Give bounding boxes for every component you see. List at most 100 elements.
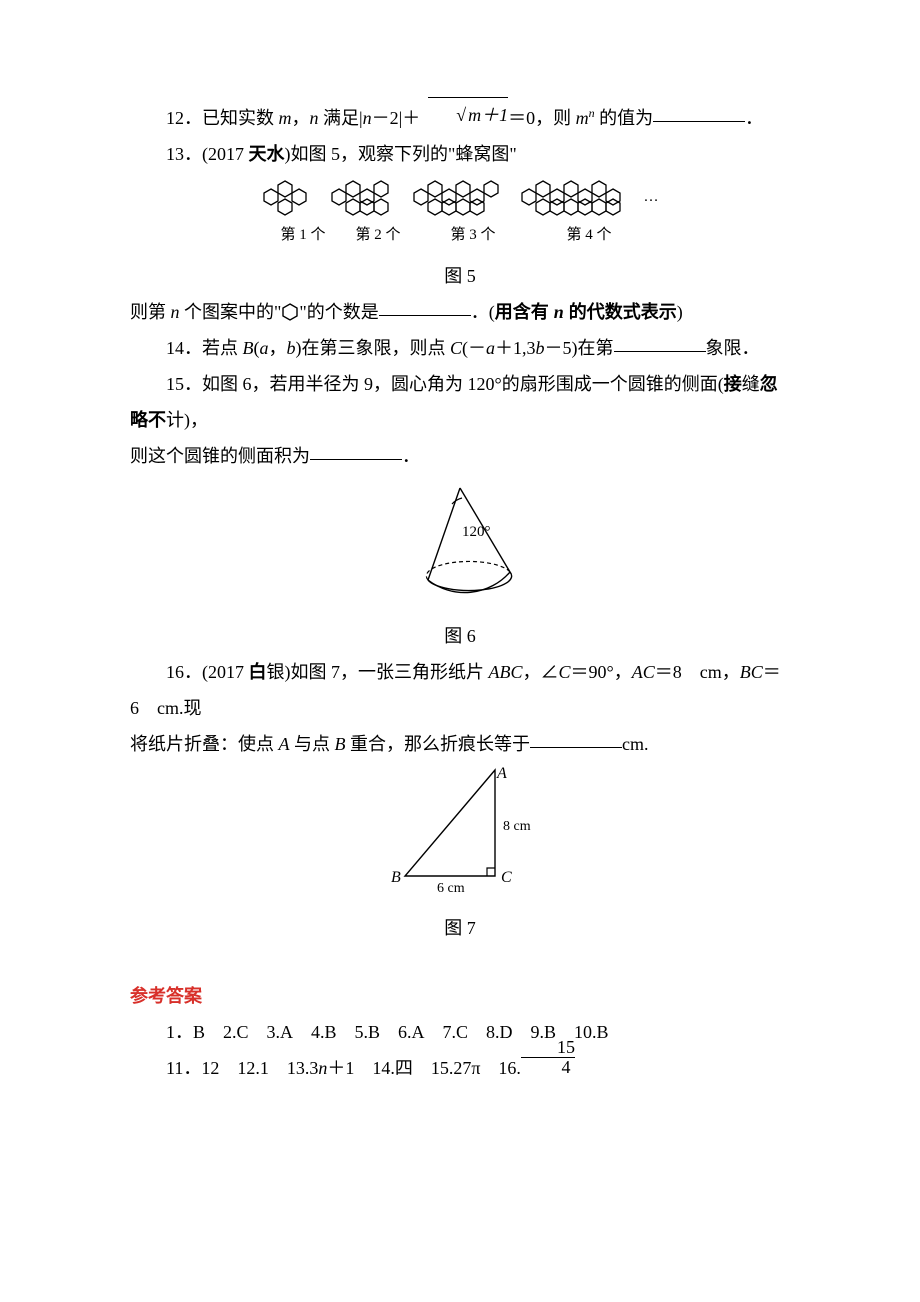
q16-bold: 白 <box>249 662 267 682</box>
q14-e: (－ <box>462 338 486 358</box>
q16-a: 16．(2017 <box>166 662 249 682</box>
answers-header: 参考答案 <box>130 978 790 1014</box>
q14: 14．若点 B(a，b)在第三象限，则点 C(－a＋1,3b－5)在第象限． <box>130 330 790 366</box>
honeycomb-figure: … 第 1 个第 2 个第 3 个第 4 个 图 5 <box>130 178 790 294</box>
q13-l2a: 则第 <box>130 302 171 322</box>
honey-cluster <box>520 178 622 214</box>
ang-c: C <box>559 662 571 682</box>
radicand: m＋1 <box>466 105 508 125</box>
hex-icon <box>372 180 390 198</box>
q12-t3: 满足| <box>319 108 363 128</box>
var-n3: n <box>171 302 180 322</box>
q13-l2d: ．( <box>471 302 495 322</box>
q14-f: ＋1,3 <box>495 338 536 358</box>
ans-frac: 154 <box>521 1038 575 1077</box>
cone-svg: 120° <box>390 480 530 610</box>
cone-figure: 120° 图 6 <box>130 480 790 654</box>
q16-f: 将纸片折叠：使点 <box>130 734 279 754</box>
q12-t6: 的值为 <box>595 108 654 128</box>
hex-icon <box>372 198 390 216</box>
honey-cluster <box>330 178 390 214</box>
q13-bold: 天水 <box>249 144 285 164</box>
honey-row: … <box>130 178 790 214</box>
q12-t4: －2|＋ <box>372 108 421 128</box>
hex-icon <box>276 198 294 216</box>
pt-B2: B <box>335 734 346 754</box>
q16-blank <box>530 727 622 748</box>
hex-icon <box>281 303 299 321</box>
mn-base: m <box>576 108 589 128</box>
var-n2: n <box>363 108 372 128</box>
ans2-a: 11．12 12.1 13.3 <box>166 1058 318 1078</box>
honey-label: 第 3 个 <box>424 220 522 250</box>
var-m: m <box>279 108 292 128</box>
q16-a2: 银)如图 7，一张三角形纸片 <box>267 662 489 682</box>
q16-i: cm. <box>622 734 649 754</box>
svg-text:120°: 120° <box>462 524 491 540</box>
pt-B: B <box>243 338 254 358</box>
q13-blank <box>379 295 471 316</box>
honey-cluster <box>412 178 498 214</box>
q12-end: ． <box>745 108 763 128</box>
q15-m2: 缝 <box>742 374 760 394</box>
ans2-n: n <box>318 1058 327 1078</box>
tri-svg: A B C 8 cm 6 cm <box>375 766 545 902</box>
q13-l2c: "的个数是 <box>299 302 378 322</box>
q13-line2: 则第 n 个图案中的" "的个数是 ．(用含有 n 的代数式表示) <box>130 294 790 330</box>
honey-label: 第 1 个 <box>274 220 332 250</box>
honey-label: 第 2 个 <box>342 220 414 250</box>
q12-t1: 12．已知实数 <box>166 108 279 128</box>
q15-blank <box>310 439 402 460</box>
svg-text:B: B <box>391 869 401 886</box>
var-a: a <box>260 338 269 358</box>
fig6-caption: 图 6 <box>130 618 790 654</box>
q14-a: 14．若点 <box>166 338 243 358</box>
ellipsis: … <box>644 178 659 212</box>
seg-bc: BC <box>740 662 763 682</box>
tri-abc: ABC <box>489 662 523 682</box>
var-n: n <box>310 108 319 128</box>
var-a2: a <box>486 338 495 358</box>
answers-line1: 1．B 2.C 3.A 4.B 5.B 6.A 7.C 8.D 9.B 10.B <box>130 1014 790 1050</box>
q13-l2b: 个图案中的" <box>180 302 282 322</box>
q14-blank <box>614 331 706 352</box>
q13-l2e: ) <box>677 302 683 322</box>
frac-den: 4 <box>521 1057 575 1077</box>
q12-blank <box>653 101 745 122</box>
q15-l2: 则这个圆锥的侧面积为． <box>130 438 790 474</box>
ans2-b: ＋1 14.四 15.27π 16. <box>327 1058 521 1078</box>
q15-c: ． <box>402 446 420 466</box>
frac-num: 15 <box>521 1038 575 1057</box>
q16-l2: 将纸片折叠：使点 A 与点 B 重合，那么折痕长等于 cm. <box>130 726 790 762</box>
q14-h: 象限． <box>706 338 760 358</box>
hex-icon <box>604 198 622 216</box>
svg-text:C: C <box>501 869 512 886</box>
q16-h: 重合，那么折痕长等于 <box>346 734 531 754</box>
q13-bold2: 用含有 n 的代数式表示 <box>495 302 677 322</box>
triangle-figure: A B C 8 cm 6 cm 图 7 <box>130 766 790 946</box>
q15-bold: 接 <box>724 374 742 394</box>
q13-a: 13．(2017 <box>166 144 249 164</box>
q15-m3: 计)， <box>166 410 208 430</box>
var-b2: b <box>536 338 545 358</box>
q12-t5: ＝0，则 <box>508 108 576 128</box>
honey-label: 第 4 个 <box>532 220 646 250</box>
honey-labels: 第 1 个第 2 个第 3 个第 4 个 <box>130 220 790 250</box>
honey-cluster <box>262 178 308 214</box>
pt-A: A <box>279 734 290 754</box>
q13-line1: 13．(2017 天水)如图 5，观察下列的"蜂窝图" <box>130 136 790 172</box>
seg-ac: AC <box>632 662 655 682</box>
hex-icon <box>344 198 362 216</box>
q13-c: )如图 5，观察下列的"蜂窝图" <box>285 144 517 164</box>
q16-g: 与点 <box>290 734 335 754</box>
q12: 12．已知实数 m，n 满足|n－2|＋√m＋1＝0，则 mn 的值为． <box>130 100 790 136</box>
q16-c: ＝90°， <box>571 662 632 682</box>
q16-b: ，∠ <box>523 662 559 682</box>
q14-c: ， <box>269 338 287 358</box>
hex-icon <box>468 198 486 216</box>
sqrt-icon: √m＋1 <box>420 97 508 133</box>
answers-line2: 11．12 12.1 13.3n＋1 14.四 15.27π 16.154 <box>130 1050 790 1089</box>
page: 12．已知实数 m，n 满足|n－2|＋√m＋1＝0，则 mn 的值为． 13．… <box>0 0 920 1302</box>
svg-text:A: A <box>496 766 507 782</box>
q16-d: ＝8 cm， <box>655 662 740 682</box>
